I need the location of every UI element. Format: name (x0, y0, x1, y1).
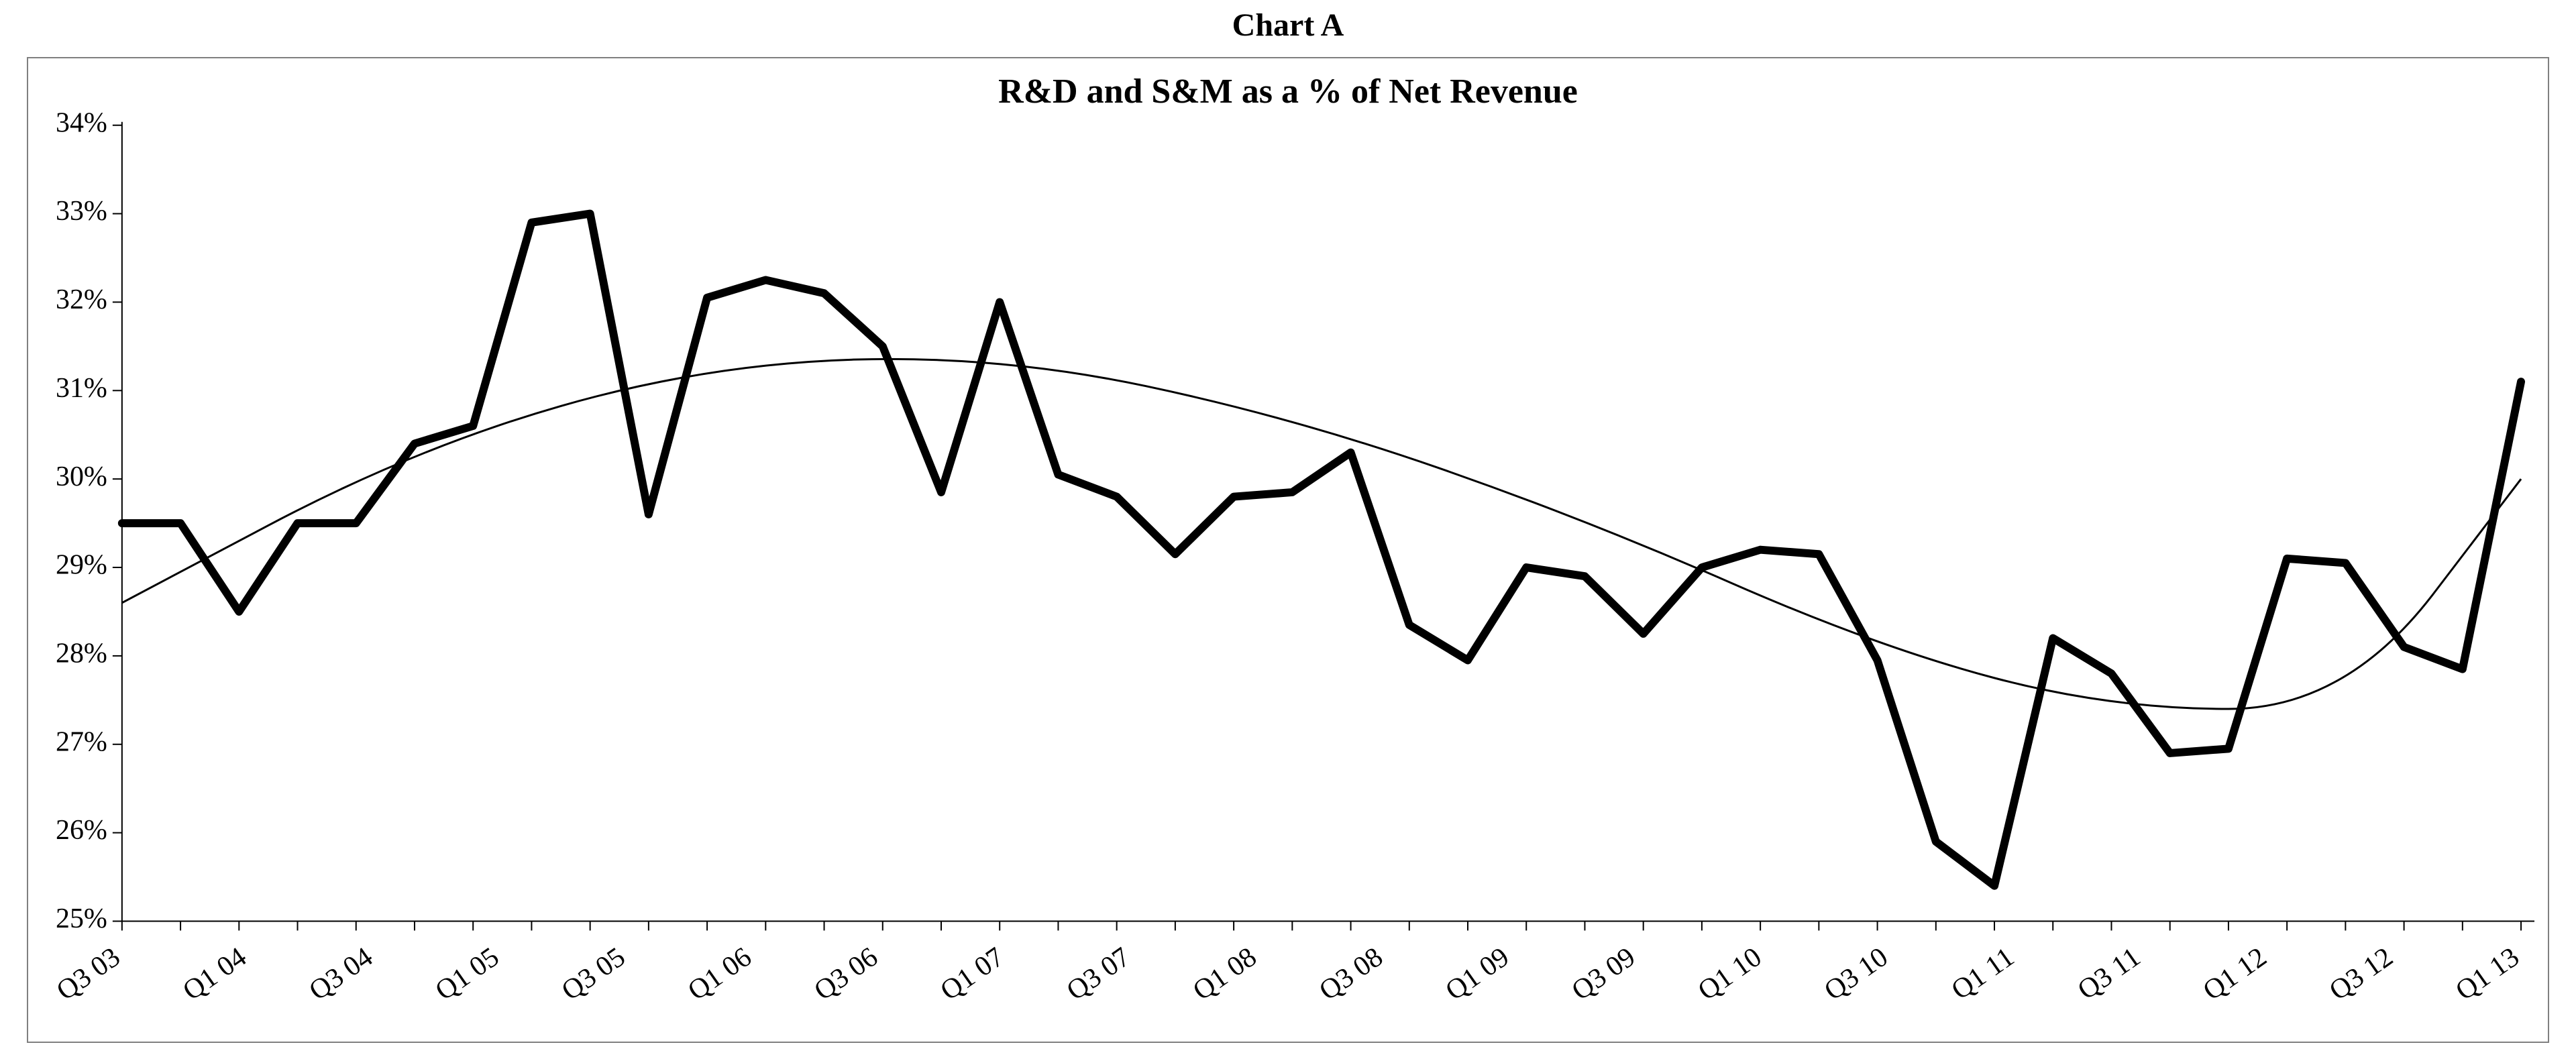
x-tick-label: Q3 12 (2324, 942, 2398, 1007)
x-tick-label: Q1 05 (430, 942, 504, 1007)
x-tick-label: Q1 06 (682, 942, 757, 1007)
x-tick-label: Q3 05 (556, 942, 631, 1007)
x-tick-label: Q3 04 (304, 942, 378, 1007)
y-tick-label: 25% (56, 903, 107, 934)
data-line (122, 214, 2521, 886)
chart-plot: 25% 26% 27% 28% 29% 30% 31% 32% 33% 34% Q3 03 Q1 04… (28, 58, 2548, 1042)
y-tick-label: 31% (56, 373, 107, 404)
chart-label: Chart A (1232, 7, 1344, 44)
x-tick-label: Q1 10 (1693, 942, 1767, 1007)
x-tick-label: Q1 08 (1187, 942, 1262, 1007)
y-tick-label: 34% (56, 107, 107, 138)
x-tick-label: Q1 12 (2198, 942, 2272, 1007)
x-tick-label: Q3 08 (1313, 942, 1388, 1007)
y-tick-label: 29% (56, 550, 107, 581)
y-tick-label: 32% (56, 284, 107, 315)
x-tick-label: Q1 11 (1946, 942, 2020, 1006)
x-tick-label: Q1 07 (935, 942, 1010, 1007)
y-tick-label: 33% (56, 196, 107, 227)
x-tick-label: Q3 07 (1061, 942, 1136, 1007)
x-tick-label: Q1 13 (2450, 942, 2524, 1007)
y-tick-label: 30% (56, 461, 107, 492)
y-tick-label: 27% (56, 726, 107, 757)
chart-frame: R&D and S&M as a % of Net Revenue 25%26%… (27, 57, 2549, 1043)
x-tick-label: Q3 11 (2072, 942, 2146, 1006)
x-tick-label: Q3 03 (51, 942, 125, 1007)
x-tick-label: Q1 04 (177, 942, 252, 1007)
x-tick-label: Q3 09 (1566, 942, 1641, 1007)
x-tick-label: Q3 06 (809, 942, 883, 1007)
trend-line (122, 359, 2521, 709)
y-tick-label: 26% (56, 815, 107, 846)
x-tick-label: Q3 10 (1819, 942, 1893, 1007)
y-tick-label: 28% (56, 638, 107, 669)
x-tick-label: Q1 09 (1440, 942, 1515, 1007)
